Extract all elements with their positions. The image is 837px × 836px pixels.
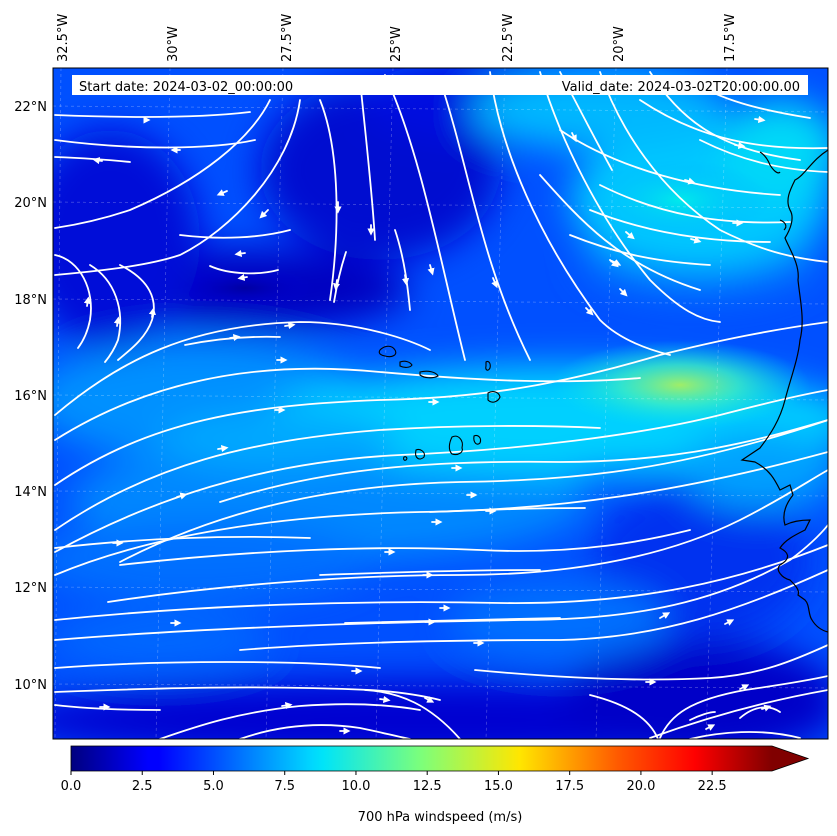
colorbar-tick-label: 20.0	[626, 779, 655, 794]
cape-verde-islands	[378, 345, 501, 461]
streamlines	[54, 71, 828, 739]
lat-label: 14°N	[14, 485, 47, 500]
latitude-labels: 22°N 20°N 18°N 16°N 14°N 12°N 10°N	[14, 100, 47, 693]
windspeed-shading	[53, 68, 828, 739]
colorbar-tick-label: 10.0	[341, 779, 370, 794]
lat-label: 22°N	[14, 100, 47, 115]
lon-label: 27.5°W	[280, 14, 295, 62]
colorbar-tick-label: 0.0	[61, 779, 82, 794]
lat-label: 10°N	[14, 678, 47, 693]
map-area	[53, 68, 828, 739]
start-date-label: Start date: 2024-03-02_00:00:00	[79, 80, 293, 95]
lat-label: 12°N	[14, 581, 47, 596]
colorbar-tick-label: 17.5	[555, 779, 584, 794]
coastline	[740, 68, 828, 633]
map-border	[52, 67, 829, 740]
lon-label: 17.5°W	[723, 14, 738, 62]
valid-date-label: Valid_date: 2024-03-02T20:00:00.00	[562, 80, 800, 95]
colorbar-tick-label: 15.0	[484, 779, 513, 794]
colorbar-ticks: 0.0 2.5 5.0 7.5 10.0 12.5 15.0 17.5 20.0 22.5	[61, 771, 727, 794]
lat-label: 20°N	[14, 196, 47, 211]
colorbar-gradient	[71, 746, 772, 771]
colorbar-extend-arrow	[772, 746, 808, 771]
colorbar-tick-label: 2.5	[132, 779, 153, 794]
colorbar: 0.0 2.5 5.0 7.5 10.0 12.5 15.0 17.5 20.0 22.5 700…	[61, 745, 810, 825]
colorbar-tick-label: 5.0	[203, 779, 224, 794]
longitude-labels: 32.5°W 30°W 27.5°W 25°W 22.5°W 20°W 17.5…	[56, 14, 738, 62]
lat-label: 16°N	[14, 389, 47, 404]
colorbar-tick-label: 7.5	[274, 779, 295, 794]
lon-label: 30°W	[166, 26, 181, 62]
colorbar-tick-label: 12.5	[413, 779, 442, 794]
colorbar-tick-label: 22.5	[698, 779, 727, 794]
lon-label: 22.5°W	[501, 14, 516, 62]
lon-label: 32.5°W	[56, 14, 71, 62]
lon-label: 20°W	[612, 26, 627, 62]
lon-label: 25°W	[389, 26, 404, 62]
colorbar-title: 700 hPa windspeed (m/s)	[358, 810, 523, 825]
date-header: Start date: 2024-03-02_00:00:00 Valid_da…	[72, 75, 808, 95]
lat-label: 18°N	[14, 293, 47, 308]
